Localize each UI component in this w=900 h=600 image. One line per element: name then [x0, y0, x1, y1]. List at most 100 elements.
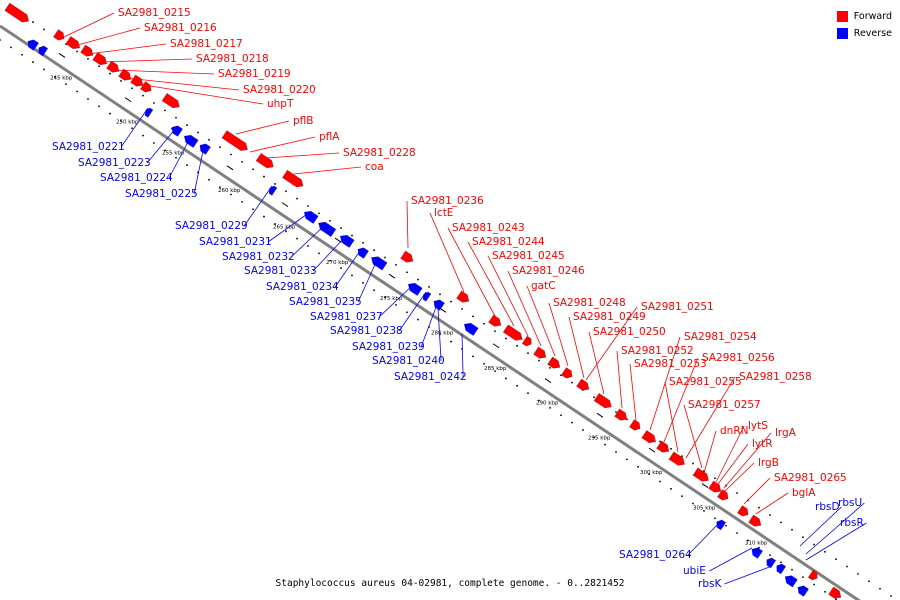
leader-line	[61, 12, 115, 39]
leader-line	[487, 255, 529, 337]
track-dot	[43, 68, 45, 71]
leader-line	[125, 77, 240, 91]
track-dot	[802, 536, 804, 539]
scale-label: 295 kbp	[588, 435, 611, 441]
track-dot	[406, 311, 408, 314]
track-dot	[428, 286, 430, 288]
gene-label-sa2981-0216: SA2981_0216	[144, 22, 217, 34]
track-dot	[593, 436, 595, 439]
track-dot	[384, 296, 386, 299]
track-dot	[54, 75, 56, 78]
track-dot	[461, 308, 463, 310]
reverse-gene	[716, 519, 727, 531]
genome-caption: Staphylococcus aureus 04-02981, complete…	[275, 578, 625, 589]
reverse-gene	[463, 322, 479, 337]
track-dot	[362, 241, 364, 244]
track-dot	[857, 573, 859, 575]
forward-gene	[130, 74, 144, 87]
track-dot	[384, 256, 386, 259]
track-dot	[758, 506, 760, 509]
track-dot	[10, 46, 12, 49]
forward-gene	[748, 514, 762, 527]
leader-line	[629, 363, 637, 421]
tick-mark	[439, 307, 447, 313]
leader-line	[709, 547, 753, 572]
forward-gene	[488, 314, 502, 327]
tick-mark	[544, 378, 552, 383]
track-dot	[615, 411, 617, 413]
track-dot	[516, 384, 518, 387]
reverse-gene	[27, 39, 40, 51]
gene-label-sa2981-0251: SA2981_0251	[641, 301, 714, 313]
track-dot	[186, 124, 188, 126]
tick-mark	[226, 165, 234, 171]
leader-line	[437, 307, 442, 362]
track-dot	[285, 230, 287, 233]
track-dot	[505, 377, 507, 380]
track-dot	[142, 94, 144, 97]
gene-label-sa2981-0252: SA2981_0252	[621, 345, 694, 357]
leader-line	[293, 166, 362, 175]
scale-label: 300 kbp	[640, 470, 663, 476]
track-dot	[483, 322, 485, 325]
gene-label-sa2981-0231: SA2981_0231	[199, 236, 272, 248]
tick-mark	[281, 202, 289, 208]
track-dot	[505, 337, 507, 340]
track-dot	[813, 583, 815, 586]
track-dot	[659, 480, 661, 483]
track-dot	[131, 87, 133, 90]
gene-labels: SA2981_0215 SA2981_0216 SA2981_0217 SA2981_…	[52, 7, 864, 590]
gene-label-sa2981-0264: SA2981_0264	[619, 549, 692, 561]
legend-label-reverse: Reverse	[853, 28, 892, 39]
track-dot	[703, 509, 705, 512]
gene-label-lyts: lytS	[748, 420, 768, 432]
track-dot	[395, 263, 397, 266]
leader-line	[799, 506, 842, 547]
track-dot	[307, 245, 309, 247]
leader-line	[429, 212, 465, 293]
forward-gene	[628, 419, 641, 431]
gene-label-sa2981-0217: SA2981_0217	[170, 38, 243, 50]
reverse-gene	[797, 585, 810, 597]
track-dot	[549, 406, 551, 409]
gene-label-uhpt: uhpT	[267, 98, 294, 110]
forward-gene	[533, 346, 547, 359]
track-dot	[615, 451, 617, 453]
gene-label-gatc: gatC	[531, 280, 556, 292]
leader-line	[723, 432, 772, 489]
leader-line	[420, 301, 439, 348]
reverse-gene	[318, 221, 337, 238]
leader-line	[664, 381, 679, 453]
reverse-gene	[268, 185, 278, 196]
track-dot	[637, 465, 639, 468]
track-dot	[296, 237, 298, 240]
scale-label: 305 kbp	[693, 506, 716, 512]
leader-line	[87, 43, 167, 55]
tick-mark	[388, 273, 396, 279]
leader-line	[378, 283, 415, 318]
gene-label-sa2981-0234: SA2981_0234	[266, 281, 339, 293]
track-dot	[692, 462, 694, 465]
track-dot	[285, 190, 287, 193]
legend-label-forward: Forward	[853, 11, 892, 22]
track-dot	[120, 80, 122, 82]
forward-gene	[400, 250, 414, 263]
leader-line	[507, 270, 542, 347]
scale-labels: 245 kbp 250 kbp 255 kbp 260 kbp 265 kbp 270 k…	[50, 75, 768, 546]
track-dot	[219, 186, 221, 189]
tick-mark	[334, 237, 342, 243]
leader-line	[235, 120, 290, 135]
genes	[4, 2, 842, 599]
gene-label-coa: coa	[365, 161, 384, 173]
track-dot	[208, 138, 210, 141]
gene-label-sa2981-0246: SA2981_0246	[512, 265, 585, 277]
forward-gene	[118, 68, 132, 81]
gene-label-sa2981-0257: SA2981_0257	[688, 399, 761, 411]
track-dot	[32, 21, 34, 23]
scale-label: 255 kbp	[162, 150, 185, 156]
track-dot	[131, 127, 133, 130]
scale-label: 310 kbp	[745, 540, 768, 546]
track-dot	[769, 554, 771, 556]
scale-label: 285 kbp	[484, 366, 507, 372]
